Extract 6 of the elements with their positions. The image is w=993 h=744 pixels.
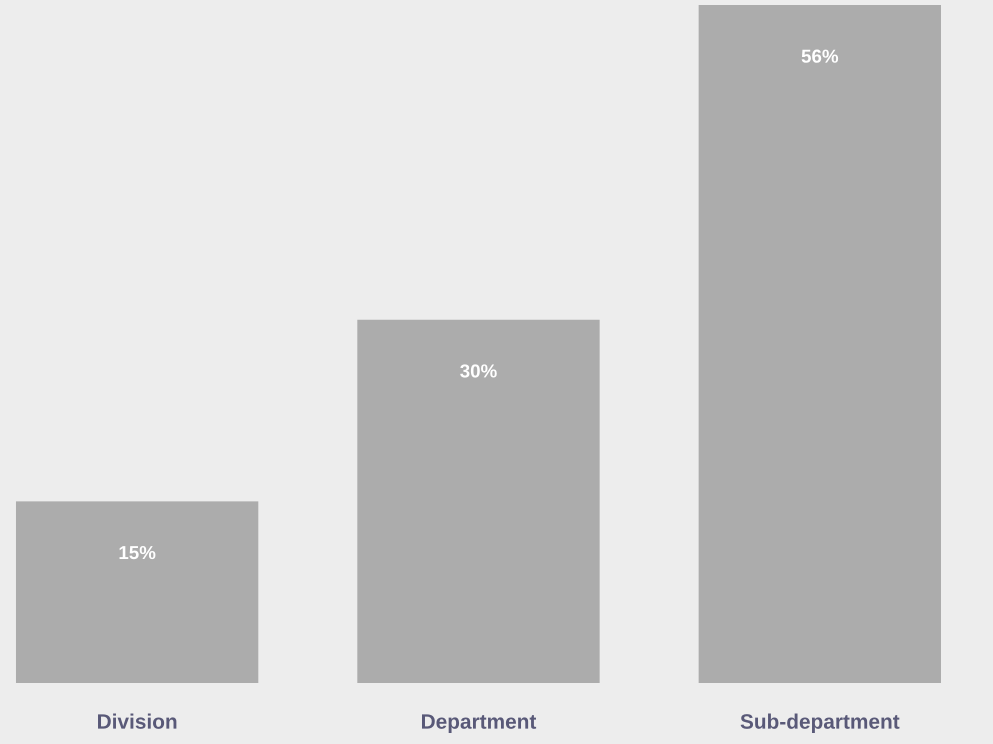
data-label: 15% (120, 546, 156, 560)
x-tick-label: Sub-department (740, 714, 900, 733)
data-label: 30% (460, 364, 497, 378)
x-tick-label: Division (98, 714, 176, 729)
data-label: 56% (802, 50, 838, 63)
x-tick-label: Department (422, 714, 536, 733)
